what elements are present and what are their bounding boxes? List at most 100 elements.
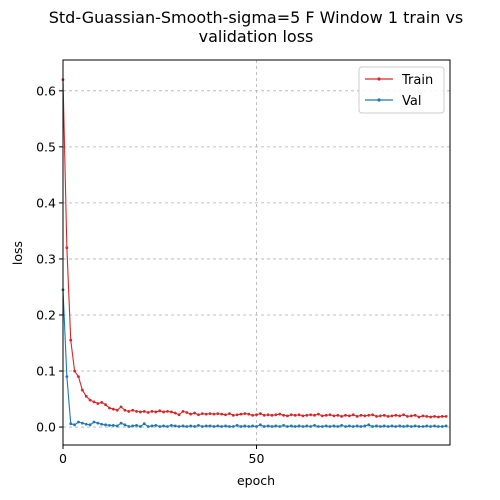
train-point (173, 411, 177, 415)
train-point (324, 413, 328, 417)
train-point (169, 410, 173, 414)
val-point (286, 425, 289, 428)
train-point (185, 411, 189, 414)
train-point (247, 412, 251, 416)
train-point (317, 412, 320, 416)
train-point (104, 403, 107, 407)
val-point (162, 424, 166, 428)
val-point (185, 425, 189, 428)
y-tick-label: 0.6 (36, 83, 56, 98)
val-point (313, 423, 316, 427)
val-point (135, 423, 138, 427)
train-point (402, 413, 405, 417)
train-point (154, 410, 158, 414)
train-point (390, 414, 394, 418)
train-point (398, 414, 402, 418)
val-point (212, 425, 216, 428)
train-point (297, 413, 301, 417)
val-point (398, 424, 402, 428)
y-tick-label: 0.0 (36, 420, 56, 435)
val-point (224, 424, 227, 428)
val-point (92, 420, 96, 424)
val-point (181, 424, 185, 428)
train-point (235, 413, 239, 417)
train-point (108, 406, 111, 410)
val-point (258, 423, 262, 427)
train-point (255, 413, 258, 417)
train-point (328, 413, 332, 417)
val-point (243, 424, 247, 428)
train-point (220, 412, 224, 416)
train-point (258, 412, 262, 416)
val-point (347, 424, 351, 428)
x-tick-label: 0 (59, 451, 67, 466)
train-point (84, 394, 88, 398)
train-point (166, 409, 169, 413)
val-point (139, 425, 142, 428)
val-point (77, 420, 80, 424)
train-point (197, 413, 200, 417)
train-point (409, 414, 413, 418)
train-point (286, 414, 289, 418)
val-point (228, 425, 231, 428)
train-point (274, 413, 278, 417)
val-point (382, 424, 386, 428)
val-point (73, 423, 77, 427)
val-point (197, 423, 200, 427)
val-point (150, 424, 154, 428)
val-point (262, 425, 266, 428)
train-point (363, 414, 367, 418)
val-point (363, 424, 367, 428)
train-point (320, 414, 324, 418)
train-point (200, 412, 204, 416)
val-point (200, 425, 204, 428)
val-point (166, 425, 169, 428)
train-point (88, 398, 92, 402)
val-point (317, 425, 320, 428)
val-point (297, 424, 301, 428)
train-point (100, 401, 104, 404)
val-point (309, 425, 313, 428)
val-point (127, 425, 131, 428)
train-point (111, 407, 115, 411)
train-point (336, 413, 340, 417)
val-point (417, 425, 421, 428)
val-point (421, 425, 425, 428)
val-point (173, 424, 177, 428)
y-tick-label: 0.3 (36, 251, 56, 266)
val-point (378, 425, 382, 428)
y-tick-label: 0.5 (36, 139, 56, 154)
val-point (301, 425, 305, 428)
train-point (231, 413, 235, 417)
val-point (305, 424, 309, 428)
val-point (282, 423, 285, 427)
val-point (251, 424, 255, 428)
train-point (355, 415, 359, 418)
val-point (111, 423, 115, 427)
val-point (336, 425, 340, 428)
train-point (115, 408, 119, 412)
train-point (92, 400, 96, 404)
train-point (313, 413, 316, 417)
train-point (123, 408, 127, 412)
val-point (123, 423, 127, 427)
val-point (394, 425, 398, 428)
val-point (367, 423, 371, 427)
val-point (177, 425, 181, 428)
val-point (235, 423, 239, 427)
train-point (332, 414, 336, 418)
val-point (119, 421, 123, 425)
train-point (193, 411, 196, 415)
train-point (444, 415, 448, 418)
train-point (371, 413, 374, 417)
val-point (231, 425, 235, 428)
train-point (251, 413, 255, 417)
val-point (413, 424, 417, 428)
val-point (96, 421, 100, 425)
val-point (425, 424, 429, 428)
val-point (320, 425, 324, 428)
val-point (429, 425, 433, 428)
train-point (135, 409, 138, 413)
val-point (69, 422, 73, 426)
